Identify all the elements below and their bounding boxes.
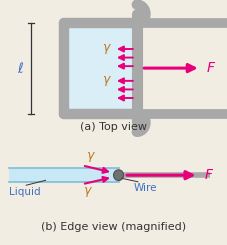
Text: Liquid: Liquid — [9, 187, 41, 197]
Bar — [64, 23, 136, 114]
Text: $\gamma$: $\gamma$ — [82, 185, 92, 199]
Text: (a) Top view: (a) Top view — [80, 122, 147, 133]
Text: $\gamma$: $\gamma$ — [86, 150, 96, 164]
Circle shape — [113, 170, 123, 181]
Bar — [9, 168, 118, 182]
Text: Wire: Wire — [133, 183, 156, 193]
Text: $\gamma$: $\gamma$ — [102, 42, 112, 56]
Text: $F$: $F$ — [205, 61, 215, 75]
Text: $\gamma$: $\gamma$ — [102, 74, 112, 88]
Text: $F$: $F$ — [203, 168, 213, 182]
Text: (b) Edge view (magnified): (b) Edge view (magnified) — [41, 222, 186, 232]
Text: $\ell$: $\ell$ — [17, 61, 24, 76]
